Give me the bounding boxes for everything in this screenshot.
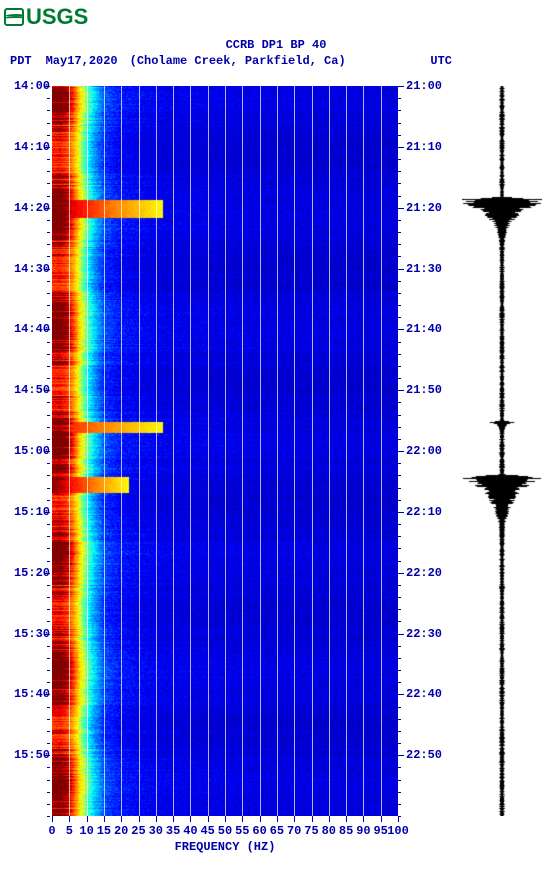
x-tick-label: 55 [235,824,249,838]
x-tick-label: 15 [97,824,111,838]
seismogram-waveform [462,86,542,816]
x-tick-label: 75 [304,824,318,838]
right-time-label: 21:40 [406,322,442,336]
right-time-label: 22:20 [406,566,442,580]
x-tick-label: 35 [166,824,180,838]
header-info: PDT May17,2020 (Cholame Creek, Parkfield… [10,54,542,68]
x-tick-label: 100 [387,824,409,838]
tz-left-label: PDT [10,54,32,68]
right-time-label: 22:10 [406,505,442,519]
right-time-label: 22:50 [406,748,442,762]
x-tick-label: 45 [200,824,214,838]
location-label: (Cholame Creek, Parkfield, Ca) [130,54,346,68]
usgs-logo-text: USGS [26,4,88,30]
x-tick-label: 85 [339,824,353,838]
right-time-label: 22:40 [406,687,442,701]
right-time-label: 21:10 [406,140,442,154]
frequency-axis: FREQUENCY (HZ) 0510152025303540455055606… [52,816,398,846]
x-tick-label: 5 [66,824,73,838]
right-time-label: 21:00 [406,79,442,93]
usgs-wave-icon [4,8,24,26]
x-tick-label: 20 [114,824,128,838]
x-tick-label: 25 [131,824,145,838]
x-tick-label: 30 [149,824,163,838]
right-time-label: 21:50 [406,383,442,397]
right-time-label: 22:00 [406,444,442,458]
station-title: CCRB DP1 BP 40 [0,38,552,52]
right-time-label: 22:30 [406,627,442,641]
x-tick-label: 60 [252,824,266,838]
date-label: May17,2020 [46,54,118,68]
x-tick-label: 90 [356,824,370,838]
x-tick-label: 65 [270,824,284,838]
x-tick-label: 70 [287,824,301,838]
x-tick-label: 0 [48,824,55,838]
spectrogram-plot [52,86,398,816]
tz-right-label: UTC [430,54,452,68]
right-time-label: 21:20 [406,201,442,215]
x-tick-label: 95 [373,824,387,838]
x-axis-title: FREQUENCY (HZ) [52,840,398,854]
x-tick-label: 80 [322,824,336,838]
usgs-logo: USGS [4,4,88,30]
x-tick-label: 50 [218,824,232,838]
right-time-label: 21:30 [406,262,442,276]
x-tick-label: 40 [183,824,197,838]
x-tick-label: 10 [79,824,93,838]
